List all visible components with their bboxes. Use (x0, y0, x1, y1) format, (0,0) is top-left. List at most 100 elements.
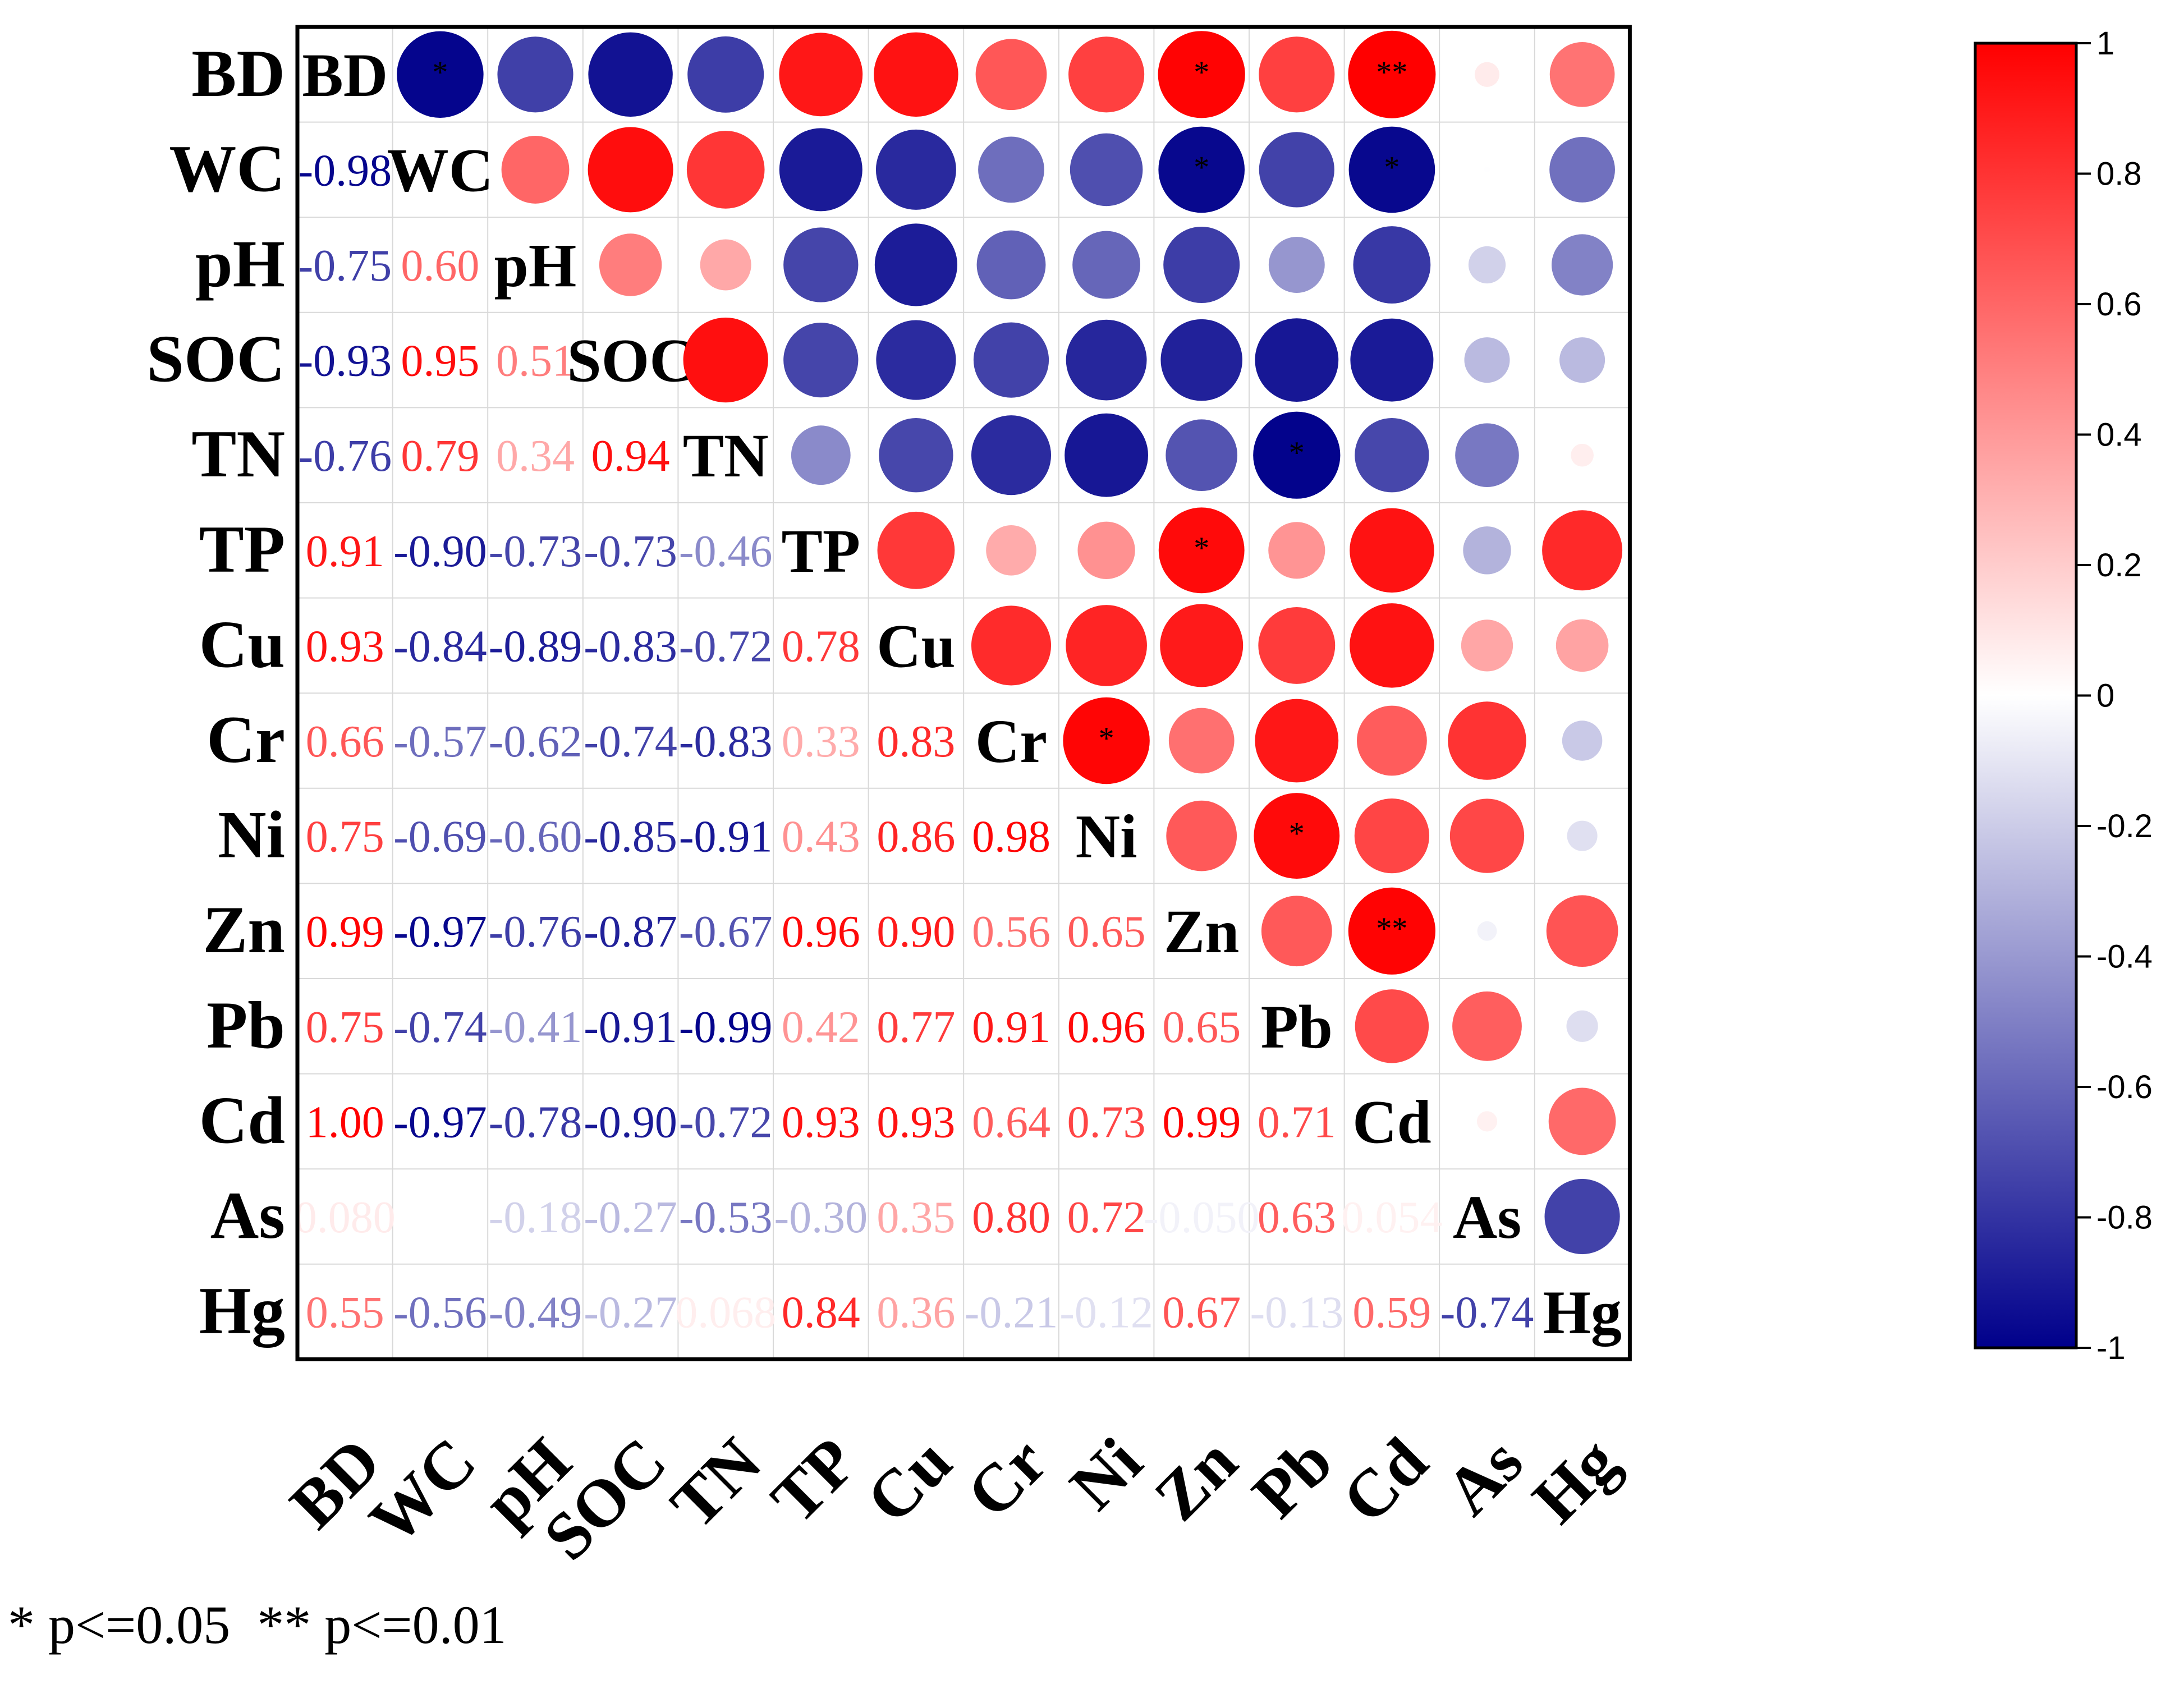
corr-value-tp-wc: -0.90 (393, 527, 487, 576)
significance-mark: * (1289, 435, 1305, 470)
diagonal-label-cr: Cr (975, 707, 1047, 775)
colorbar-tick-label: -0.2 (2096, 808, 2153, 844)
corr-value-as-ni: 0.72 (1067, 1193, 1146, 1242)
significance-footnote: * p<=0.05 ** p<=0.01 (8, 1595, 507, 1655)
diagonal-label-ni: Ni (1076, 802, 1137, 871)
corr-circle-tn-ni (1065, 413, 1149, 497)
corr-value-cr-tp: 0.33 (782, 717, 860, 767)
corr-circle-tp-ni (1077, 521, 1135, 579)
corr-value-ni-bd: 0.75 (306, 813, 384, 862)
corr-circle-ph-tn (700, 239, 751, 291)
colorbar-tick-label: 0.4 (2096, 417, 2142, 453)
corr-value-ni-soc: -0.85 (584, 813, 677, 862)
diagonal-label-bd: BD (302, 41, 388, 109)
corr-value-as-tp: -0.30 (774, 1193, 868, 1242)
corr-value-tp-bd: 0.91 (306, 527, 384, 576)
corr-value-soc-bd: -0.93 (298, 337, 392, 386)
significance-mark: * (1289, 816, 1305, 851)
corr-value-tp-tn: -0.46 (679, 527, 773, 576)
row-label-pb: Pb (207, 988, 285, 1062)
corr-value-ni-cu: 0.86 (877, 813, 955, 862)
colorbar-tick-label: 0.2 (2096, 547, 2142, 584)
corr-circle-soc-pb (1255, 318, 1339, 402)
corr-value-cd-tp: 0.93 (782, 1098, 860, 1147)
corr-circle-ph-cr (976, 230, 1046, 300)
corr-circle-wc-tn (686, 131, 765, 209)
significance-mark: ** (1376, 911, 1407, 946)
col-label-cu: Cu (852, 1424, 966, 1537)
corr-circle-pb-as (1452, 991, 1522, 1061)
corr-circle-zn-hg (1546, 895, 1618, 967)
corr-circle-ph-hg (1552, 234, 1613, 296)
colorbar-tick-label: 0.8 (2096, 156, 2142, 192)
corr-circle-ni-as (1449, 798, 1525, 873)
row-label-ph: pH (195, 226, 285, 301)
corr-value-cd-ni: 0.73 (1067, 1098, 1146, 1147)
corr-circle-wc-tp (779, 128, 862, 212)
corr-value-as-ph: -0.18 (489, 1193, 582, 1242)
significance-mark: ** (1376, 55, 1407, 90)
corr-circle-pb-cd (1355, 989, 1429, 1063)
corr-circle-tn-pb (1253, 411, 1341, 499)
corr-value-cd-soc: -0.90 (584, 1098, 677, 1147)
corr-value-ph-bd: -0.75 (298, 241, 392, 291)
colorbar-tick-label: -0.8 (2096, 1200, 2153, 1236)
colorbar-tick-label: -1 (2096, 1330, 2126, 1366)
corr-value-tn-bd: -0.76 (298, 432, 392, 481)
corr-circle-wc-as (1484, 167, 1490, 173)
corr-value-cr-wc: -0.57 (393, 717, 487, 767)
corr-circle-ph-soc (599, 233, 662, 296)
col-label-ni: Ni (1056, 1424, 1156, 1524)
corr-circle-soc-hg (1559, 337, 1605, 383)
corr-value-soc-wc: 0.95 (401, 337, 479, 386)
corr-circle-wc-zn (1158, 126, 1245, 213)
corr-value-pb-bd: 0.75 (306, 1003, 384, 1052)
col-label-zn: Zn (1140, 1424, 1251, 1535)
corr-circle-bd-cu (874, 32, 958, 117)
significance-mark: * (1384, 150, 1400, 185)
corr-circle-cr-ni (1063, 697, 1150, 784)
colorbar-tick-label: 1 (2096, 25, 2114, 62)
corr-circle-bd-as (1474, 62, 1500, 87)
diagonal-label-wc: WC (387, 136, 493, 204)
corr-value-ni-cr: 0.98 (972, 813, 1050, 862)
corr-circle-bd-wc (397, 31, 484, 118)
corr-value-hg-cd: 0.59 (1352, 1288, 1431, 1338)
corr-value-ni-wc: -0.69 (393, 813, 487, 862)
corr-value-wc-bd: -0.98 (298, 146, 392, 195)
corr-circle-cu-cr (971, 605, 1052, 686)
corr-circle-tp-pb (1268, 522, 1325, 579)
corr-circle-soc-ni (1066, 319, 1147, 401)
corr-circle-ph-pb (1268, 237, 1325, 293)
corr-circle-cr-hg (1562, 720, 1603, 761)
corr-value-cu-bd: 0.93 (306, 622, 384, 671)
corr-circle-ph-as (1468, 246, 1506, 284)
colorbar-tick-label: -0.6 (2096, 1069, 2153, 1105)
corr-circle-bd-cd (1348, 30, 1436, 118)
corr-circle-tp-cr (986, 525, 1036, 576)
corr-circle-zn-as (1477, 921, 1497, 941)
col-label-hg: Hg (1518, 1424, 1632, 1537)
corr-value-cu-wc: -0.84 (393, 622, 487, 671)
corr-value-as-tn: -0.53 (679, 1193, 773, 1242)
row-label-tp: TP (199, 512, 285, 586)
corr-circle-tn-zn (1166, 419, 1238, 492)
corr-value-zn-ni: 0.65 (1067, 907, 1146, 957)
corr-circle-bd-tn (687, 36, 764, 113)
corr-circle-tp-as (1463, 526, 1511, 575)
row-label-tn: TN (191, 416, 285, 491)
colorbar-tick-label: 0 (2096, 678, 2114, 714)
corr-circle-cu-as (1461, 619, 1513, 672)
row-label-soc: SOC (146, 322, 285, 396)
corr-value-hg-tp: 0.84 (782, 1288, 860, 1338)
corr-circle-wc-ph (501, 135, 570, 204)
corr-circle-wc-soc (588, 127, 673, 213)
corr-value-ni-ph: -0.60 (489, 813, 582, 862)
corr-circle-tn-cu (879, 418, 953, 493)
corr-value-zn-cr: 0.56 (972, 907, 1050, 957)
corr-value-zn-cu: 0.90 (877, 907, 955, 957)
corr-value-zn-wc: -0.97 (393, 907, 487, 957)
diagonal-label-zn: Zn (1164, 897, 1240, 966)
